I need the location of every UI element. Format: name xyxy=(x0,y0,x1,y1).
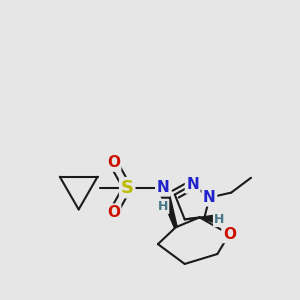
Text: O: O xyxy=(107,155,120,170)
Text: H: H xyxy=(158,200,168,213)
Polygon shape xyxy=(158,186,177,228)
Text: N: N xyxy=(203,190,216,205)
Text: H: H xyxy=(214,213,224,226)
Text: N: N xyxy=(186,177,199,192)
Polygon shape xyxy=(200,214,220,224)
Text: O: O xyxy=(223,227,236,242)
Text: O: O xyxy=(107,205,120,220)
Text: N: N xyxy=(157,180,169,195)
Text: S: S xyxy=(121,178,134,196)
